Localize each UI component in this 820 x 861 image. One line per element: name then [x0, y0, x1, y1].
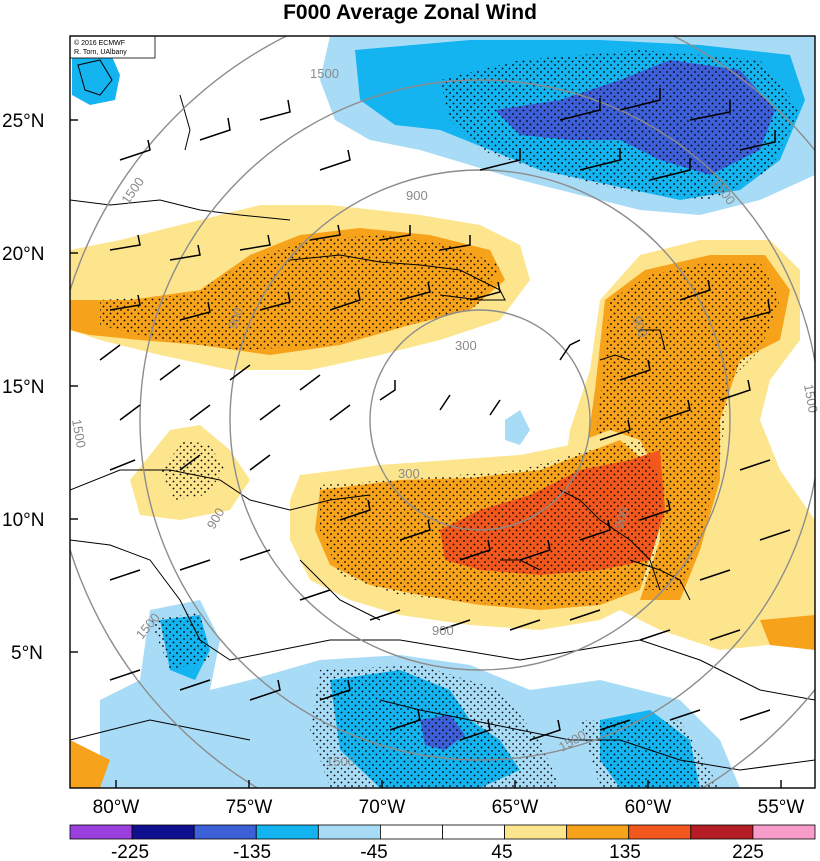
colorbar-segment	[442, 824, 505, 840]
lon-label: 75°W	[226, 797, 273, 818]
colorbar-label: -225	[111, 842, 149, 861]
contour-label: 300	[455, 338, 477, 353]
easterly-stipple-south	[150, 612, 720, 788]
westerly-stipple-south	[320, 440, 665, 605]
credit-line: © 2016 ECMWF	[74, 39, 125, 47]
contour-label: 1500	[69, 418, 89, 449]
colorbar-segment	[255, 824, 319, 840]
colorbar-segment	[566, 824, 630, 840]
contour-label: 900	[406, 188, 428, 203]
easterly-patch-northwest	[72, 52, 120, 105]
contour-label: 1500	[326, 754, 355, 769]
colorbar-label: -45	[360, 842, 387, 861]
colorbar-labels: -225 -135 -45 45 135 225	[111, 842, 764, 861]
colorbar-segment	[380, 824, 443, 840]
wind-barbs	[99, 88, 791, 741]
easterly-patch-center	[505, 410, 530, 445]
contour-label: 1500	[310, 66, 339, 81]
colorbar-label: 225	[732, 842, 764, 861]
lat-label: 25°N	[2, 111, 44, 132]
colorbar	[69, 824, 816, 840]
lon-label: 80°W	[93, 797, 140, 818]
contour-label: 900	[432, 623, 454, 638]
lat-label: 20°N	[2, 244, 44, 265]
easterly-stipple-north	[440, 50, 800, 200]
longitude-axis: 80°W 75°W 70°W 65°W 60°W 55°W	[93, 780, 805, 818]
colorbar-segment	[504, 824, 568, 840]
westerly-patch-southeast	[760, 615, 815, 650]
colorbar-segment	[317, 824, 381, 840]
colorbar-segment	[690, 824, 754, 840]
coastlines	[70, 59, 815, 771]
contour-label: 900	[611, 506, 633, 532]
lon-label: 70°W	[359, 797, 406, 818]
colorbar-label: 45	[491, 842, 512, 861]
lon-label: 65°W	[492, 797, 539, 818]
latitude-axis: 25°N 20°N 15°N 10°N 5°N	[2, 111, 78, 664]
contour-label: 900	[225, 306, 247, 332]
colorbar-label: 135	[609, 842, 641, 861]
contour-label: 300	[398, 466, 420, 481]
westerly-patch-southwest	[70, 740, 110, 788]
lat-label: 5°N	[11, 643, 43, 664]
colorbar-segment	[193, 824, 257, 840]
colorbar-segment	[69, 824, 133, 840]
wind-field	[70, 36, 815, 788]
contour-label: 900	[629, 314, 651, 340]
lon-label: 60°W	[625, 797, 672, 818]
lon-label: 55°W	[758, 797, 805, 818]
map-frame	[69, 35, 816, 789]
lat-label: 15°N	[2, 377, 44, 398]
westerly-stipple-west	[160, 440, 225, 500]
map-title: F000 Average Zonal Wind	[283, 1, 537, 24]
colorbar-segment	[628, 824, 692, 840]
colorbar-label: -135	[233, 842, 271, 861]
colorbar-segment	[752, 824, 816, 840]
credit-box: © 2016 ECMWF R. Torn, UAlbany	[69, 35, 156, 59]
colorbar-segment	[131, 824, 195, 840]
credit-line: R. Torn, UAlbany	[74, 49, 127, 56]
lat-label: 10°N	[2, 510, 44, 531]
